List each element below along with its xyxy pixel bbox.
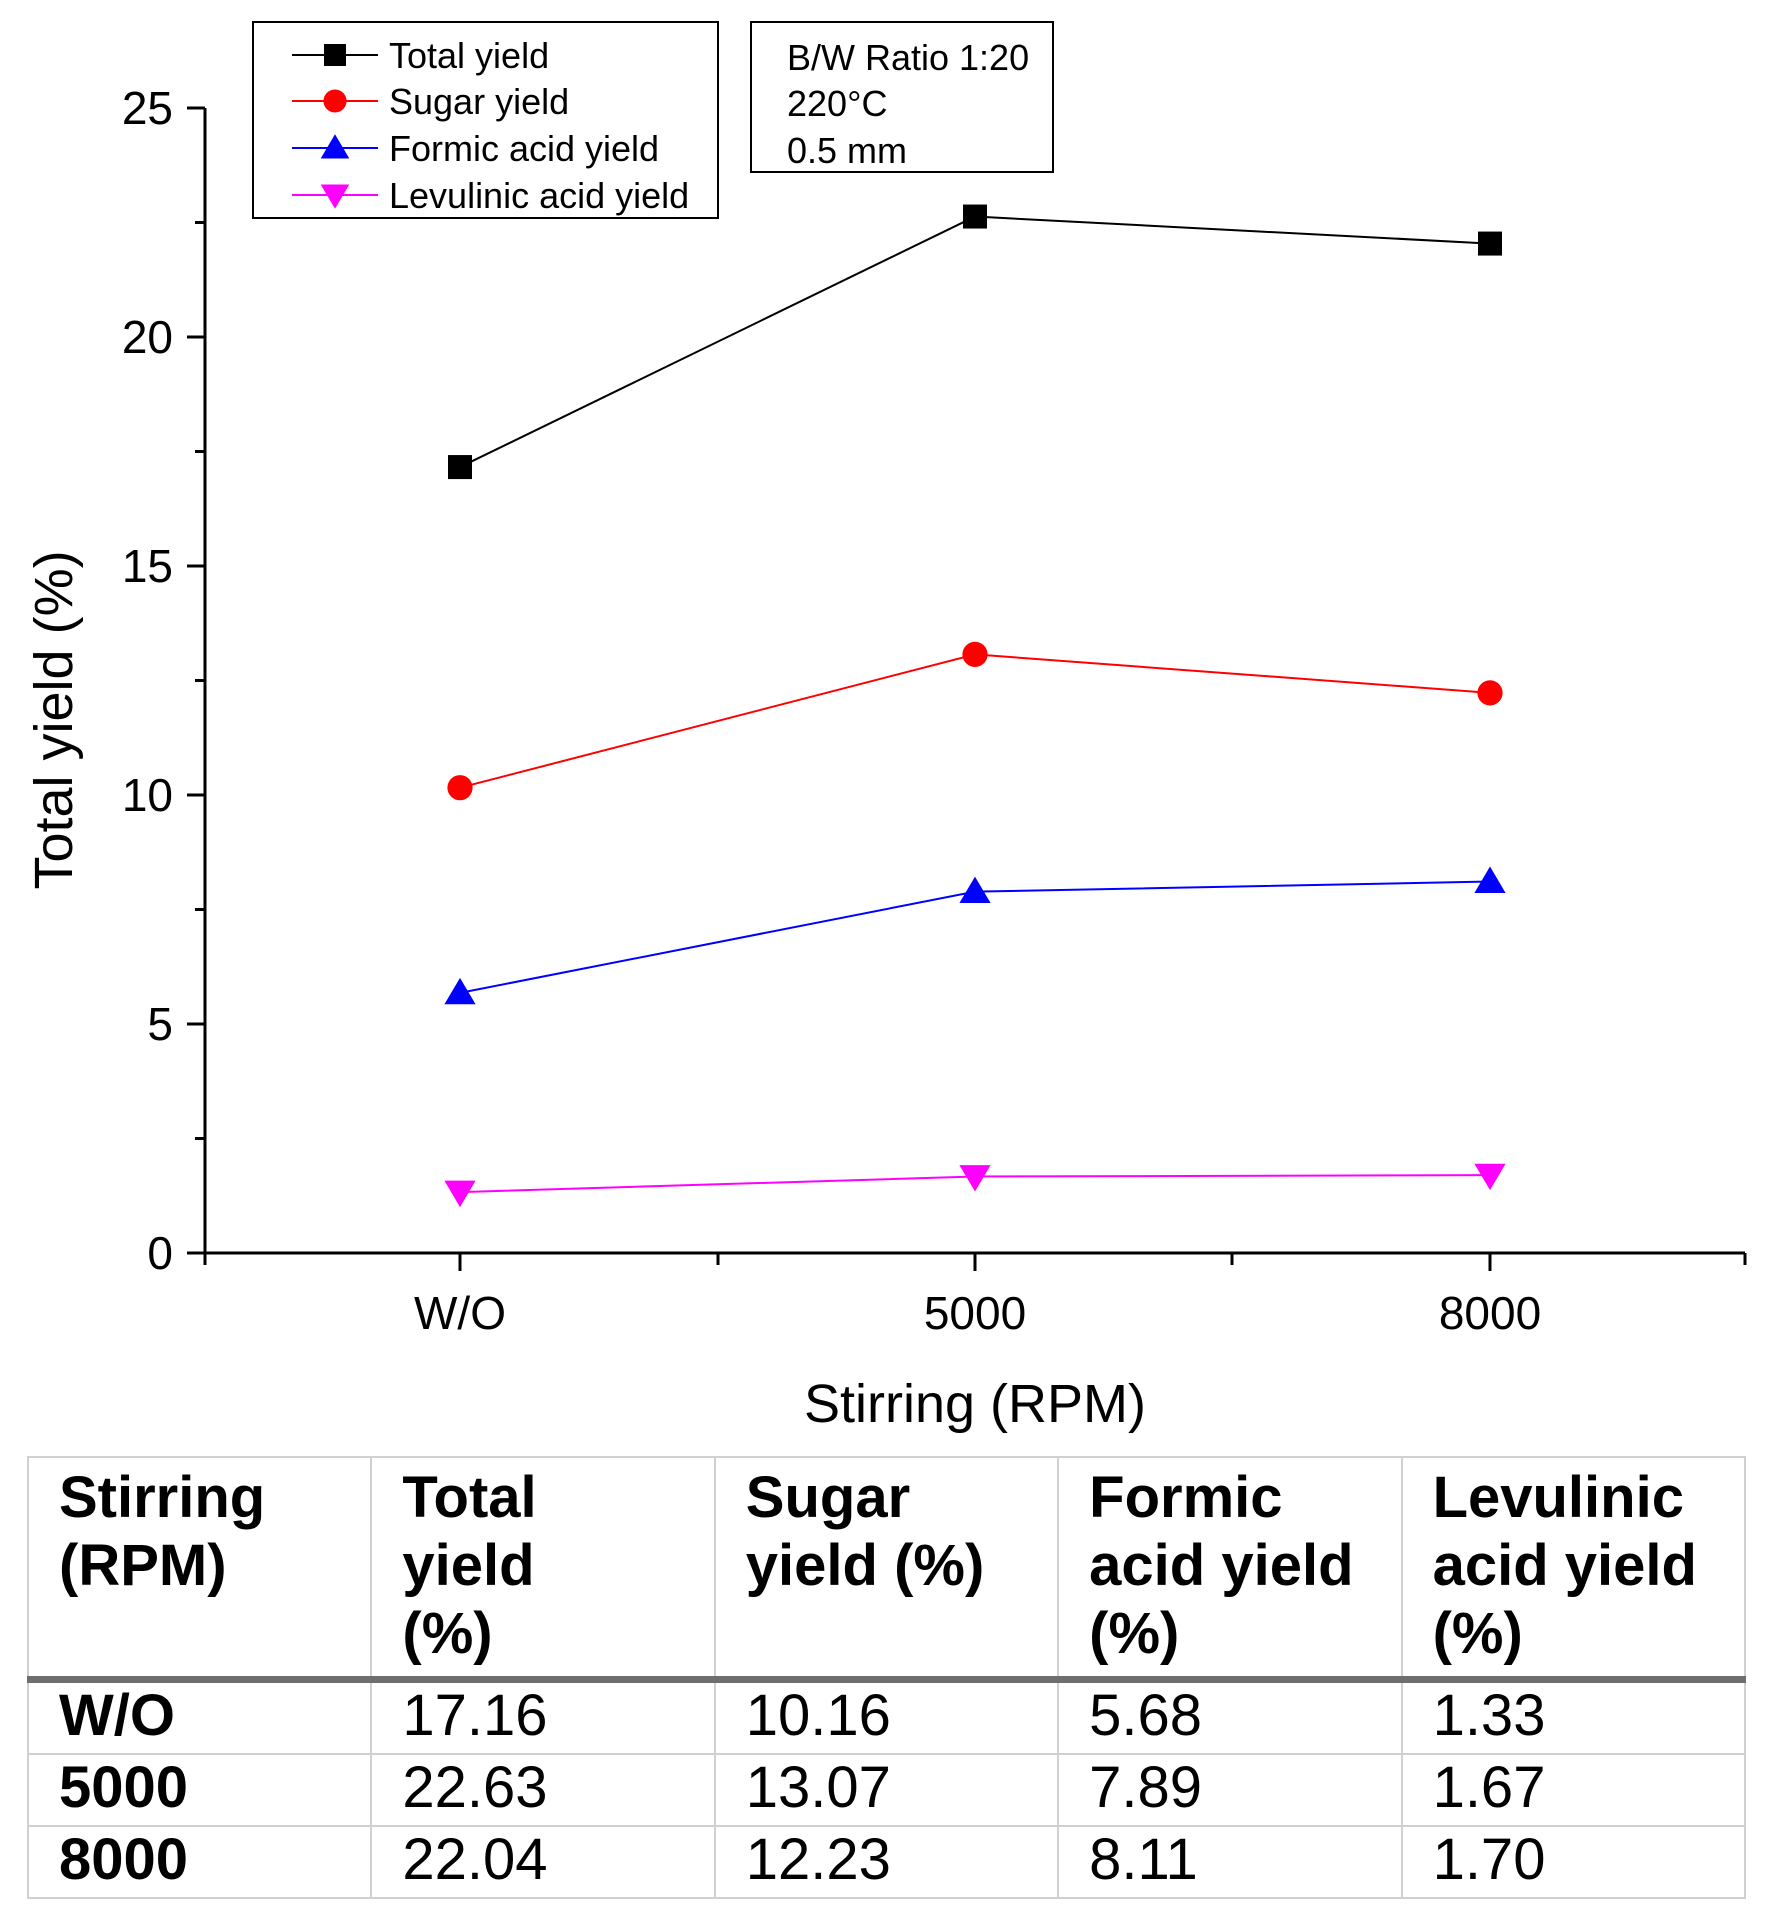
table-cell: 1.33 bbox=[1400, 1678, 1747, 1755]
line-chart: 0 5 10 15 20 25 W/O 5000 8000 Stirring (RPM) To… bbox=[24, 21, 1747, 1434]
table-cell: 7.89 bbox=[1057, 1753, 1403, 1827]
y-tick-label: 25 bbox=[122, 82, 173, 134]
y-axis-title: Total yield (%) bbox=[24, 550, 84, 889]
series-4 bbox=[444, 1163, 1506, 1208]
x-ticks: W/O 5000 8000 bbox=[203, 1253, 1747, 1339]
series-2 bbox=[447, 641, 1503, 801]
data-point bbox=[959, 876, 991, 904]
legend-item: Formic acid yield bbox=[292, 128, 659, 169]
annotation-line-3: 0.5 mm bbox=[787, 130, 907, 171]
legend-item: Sugar yield bbox=[292, 81, 569, 122]
legend-item: Levulinic acid yield bbox=[292, 175, 689, 216]
data-point bbox=[448, 455, 472, 480]
header-formic-acid-yield: Formic acid yield (%) bbox=[1057, 1456, 1403, 1683]
annotation-box: B/W Ratio 1:20 220°C 0.5 mm bbox=[750, 21, 1054, 173]
y-tick-label: 20 bbox=[122, 311, 173, 363]
table-cell: W/O bbox=[26, 1678, 373, 1755]
series-3 bbox=[444, 866, 1506, 1005]
series-line bbox=[459, 653, 1491, 789]
annotation-frame bbox=[750, 21, 1054, 173]
table-cell: 17.16 bbox=[370, 1678, 716, 1755]
chart-axes bbox=[203, 108, 1745, 1255]
y-ticks: 0 5 10 15 20 25 bbox=[122, 82, 205, 1279]
legend-label: Total yield bbox=[389, 35, 549, 76]
table-cell: 8000 bbox=[26, 1825, 373, 1899]
y-tick-label: 10 bbox=[122, 769, 173, 821]
header-sugar-yield: Sugar yield (%) bbox=[713, 1456, 1060, 1683]
table-cell: 13.07 bbox=[713, 1753, 1060, 1827]
table-cell: 10.16 bbox=[713, 1678, 1060, 1755]
legend: Total yield Sugar yield Formic acid yield L… bbox=[252, 21, 719, 219]
y-tick-label: 5 bbox=[147, 998, 173, 1050]
data-point bbox=[1474, 1163, 1506, 1191]
table-header-row: Stirring (RPM) Total yield (%) Sugar yield (… bbox=[26, 1456, 1747, 1683]
data-point bbox=[444, 1180, 476, 1208]
table-row: 5000 22.63 13.07 7.89 1.67 bbox=[26, 1753, 1747, 1827]
table-cell: 1.70 bbox=[1400, 1825, 1747, 1899]
data-point bbox=[959, 1165, 991, 1192]
data-point bbox=[447, 775, 473, 801]
x-tick-label: 8000 bbox=[1439, 1287, 1541, 1339]
table-cell: 5000 bbox=[26, 1753, 373, 1827]
legend-label: Sugar yield bbox=[389, 81, 569, 122]
data-point bbox=[1474, 866, 1506, 893]
x-axis-title: Stirring (RPM) bbox=[804, 1374, 1146, 1434]
table-row: W/O 17.16 10.16 5.68 1.33 bbox=[26, 1678, 1747, 1755]
table-cell: 8.11 bbox=[1057, 1825, 1403, 1899]
series-1 bbox=[448, 204, 1502, 480]
annotation-line-1: B/W Ratio 1:20 bbox=[787, 37, 1029, 78]
series-line bbox=[459, 215, 1491, 468]
table-cell: 22.63 bbox=[370, 1753, 716, 1827]
data-table: Stirring (RPM) Total yield (%) Sugar yield (… bbox=[26, 1456, 1747, 1899]
header-total-yield: Total yield (%) bbox=[370, 1456, 716, 1683]
data-point bbox=[444, 977, 476, 1005]
legend-label: Levulinic acid yield bbox=[389, 175, 689, 216]
table-cell: 22.04 bbox=[370, 1825, 716, 1899]
table-row: 8000 22.04 12.23 8.11 1.70 bbox=[26, 1825, 1747, 1899]
x-tick-label: W/O bbox=[414, 1287, 506, 1339]
legend-item: Total yield bbox=[292, 35, 549, 76]
legend-marker bbox=[320, 184, 350, 209]
data-point bbox=[1478, 231, 1502, 256]
legend-label: Formic acid yield bbox=[389, 128, 659, 169]
annotation-line-2: 220°C bbox=[787, 83, 887, 124]
legend-marker bbox=[324, 44, 346, 66]
y-tick-label: 0 bbox=[147, 1227, 173, 1279]
table-cell: 12.23 bbox=[713, 1825, 1060, 1899]
y-tick-label: 15 bbox=[122, 540, 173, 592]
header-levulinic-acid-yield: Levulinic acid yield (%) bbox=[1400, 1456, 1747, 1683]
data-point bbox=[962, 641, 988, 667]
table-cell: 5.68 bbox=[1057, 1678, 1403, 1755]
series-layer bbox=[444, 204, 1506, 1208]
data-point bbox=[963, 204, 987, 229]
data-point bbox=[1477, 680, 1503, 706]
legend-marker bbox=[320, 134, 350, 159]
header-stirring: Stirring (RPM) bbox=[26, 1456, 373, 1683]
legend-marker bbox=[323, 89, 347, 113]
x-tick-label: 5000 bbox=[924, 1287, 1026, 1339]
table-cell: 1.67 bbox=[1400, 1753, 1747, 1827]
